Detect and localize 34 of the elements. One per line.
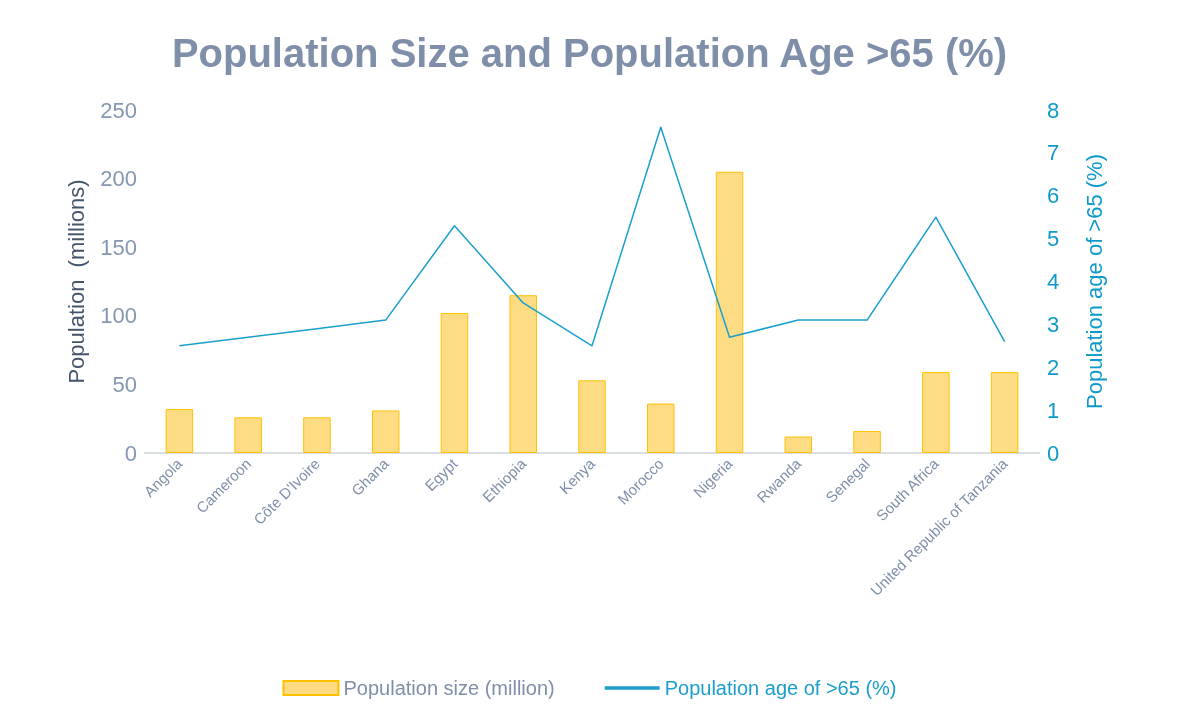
bar [715,171,744,453]
y2-tick-label: 6 [1047,183,1060,209]
bar [853,431,881,453]
y-tick-label: 100 [100,303,137,329]
chart-title: Population Size and Population Age >65 (%) [171,31,1008,75]
bar [234,417,262,453]
legend-label: Population age of >65 (%) [664,677,897,699]
y2-tick-label: 0 [1047,440,1060,466]
bar [165,409,194,453]
y-tick-label: 50 [112,371,137,397]
bar [922,372,950,453]
line-series [178,126,1006,347]
bar [440,313,469,453]
bar [578,380,606,453]
y-tick-label: 200 [100,166,137,192]
y-tick-label: 0 [124,440,137,466]
y2-axis-title: Population age of >65 (%) [1081,153,1107,410]
bar [990,372,1019,453]
y2-tick-label: 8 [1047,97,1060,123]
y2-tick-label: 3 [1047,311,1060,337]
y-tick-label: 150 [100,234,137,260]
bar [371,410,400,453]
bar [647,403,675,453]
y2-tick-label: 4 [1047,269,1060,294]
y2-tick-label: 5 [1047,226,1060,252]
y-tick-label: 250 [100,97,137,123]
bar [303,417,331,453]
y2-tick-label: 7 [1047,140,1060,166]
y-axis-title: Population (millions) [63,179,89,384]
y2-tick-label: 2 [1047,354,1060,380]
legend-label: Population size (million) [343,677,555,699]
bar [509,295,537,453]
y2-tick-label: 1 [1047,397,1060,423]
bar [784,436,813,453]
